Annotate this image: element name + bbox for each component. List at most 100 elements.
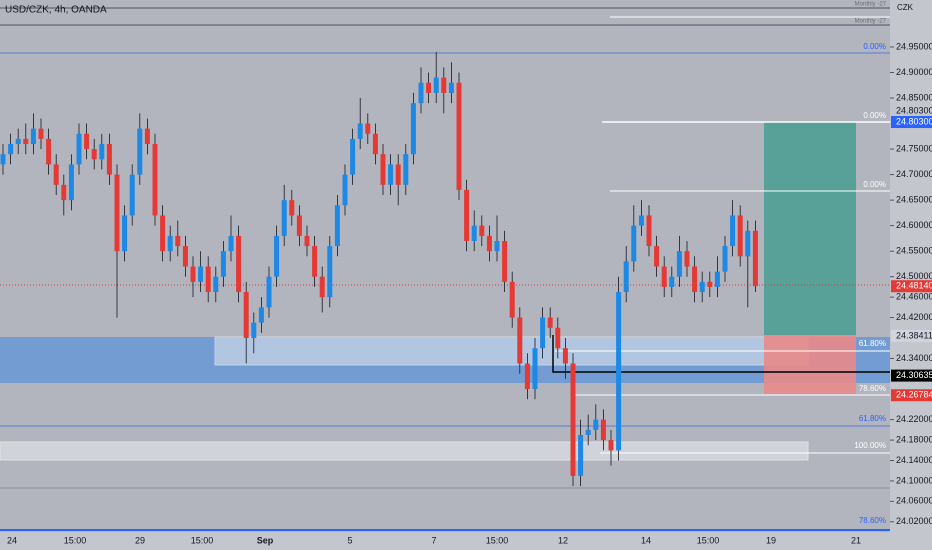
candle-body: [68, 164, 74, 201]
y-tick-label: 24.65000: [896, 195, 932, 205]
x-tick-label: 15:00: [64, 535, 87, 545]
target-zone: [764, 122, 856, 335]
candle-body: [464, 189, 470, 241]
fib-label: 61.80%: [859, 339, 886, 348]
fib-label: 78.60%: [859, 516, 886, 525]
time-axis: [0, 532, 890, 550]
x-tick-label: 15:00: [486, 535, 509, 545]
x-tick-label: 19: [766, 535, 776, 545]
candle-body: [106, 143, 112, 175]
candle-body: [129, 174, 135, 216]
candle-body: [38, 128, 44, 139]
candle-body: [327, 246, 333, 298]
zone: [0, 441, 809, 461]
y-tick-label: 24.42000: [896, 312, 932, 322]
candle-body: [76, 133, 82, 165]
candle-body: [334, 205, 340, 247]
candle-body: [502, 240, 508, 282]
y-tick-label: 24.95000: [896, 41, 932, 51]
y-tick-label: 24.75000: [896, 143, 932, 153]
candle-body: [547, 317, 553, 328]
candle-body: [228, 235, 234, 252]
fib-label: 61.80%: [859, 414, 886, 423]
candle-body: [236, 235, 242, 293]
candle-body: [258, 307, 264, 323]
candle-body: [486, 235, 492, 252]
y-tick-label: 24.02000: [896, 516, 932, 526]
candle-body: [122, 215, 128, 252]
price-label: 24.30635: [896, 370, 932, 380]
candle-body: [167, 235, 173, 252]
fib-label: 0.00%: [863, 42, 886, 51]
candle-body: [562, 348, 568, 364]
candle-body: [623, 261, 629, 293]
candle-body: [380, 154, 386, 185]
fib-label: 78.60%: [859, 384, 886, 393]
candle-body: [433, 77, 439, 93]
candle-body: [30, 128, 36, 144]
y-tick-label: 24.06000: [896, 496, 932, 506]
candle-body: [654, 246, 660, 267]
x-tick-label: 14: [641, 535, 651, 545]
candle-body: [296, 215, 302, 236]
candle-body: [114, 174, 120, 252]
x-tick-label: 21: [851, 535, 861, 545]
candle-body: [745, 230, 751, 257]
candle-body: [509, 281, 515, 318]
candle-body: [418, 82, 424, 104]
y-tick-label: 24.55000: [896, 246, 932, 256]
candle-body: [714, 271, 720, 287]
candle-body: [342, 174, 348, 206]
candle-body: [692, 266, 698, 293]
y-tick-label: 24.22000: [896, 414, 932, 424]
candle-body: [410, 103, 416, 155]
candle-body: [540, 317, 546, 349]
price-label-box: [891, 116, 932, 129]
candle-body: [388, 164, 394, 185]
candle-body: [395, 164, 401, 185]
candle-body: [61, 184, 67, 201]
candle-body: [91, 149, 97, 160]
x-tick-label: Sep: [257, 535, 274, 545]
y-tick-label: 24.10000: [896, 475, 932, 485]
candle-body: [578, 434, 584, 476]
candle-body: [319, 276, 325, 298]
x-tick-label: 5: [347, 535, 352, 545]
price-label-box: [891, 329, 932, 342]
candle-body: [190, 266, 196, 282]
symbol-title: USD/CZK, 4h, OANDA: [5, 5, 107, 16]
y-tick-label: 24.70000: [896, 169, 932, 179]
candle-body: [752, 230, 758, 287]
candle-body: [23, 138, 29, 144]
candle-body: [441, 77, 447, 93]
candle-body: [456, 82, 462, 190]
x-tick-label: 24: [7, 535, 17, 545]
x-tick-label: 15:00: [191, 535, 214, 545]
candle-body: [304, 235, 310, 247]
y-tick-label: 24.50000: [896, 271, 932, 281]
y-tick-label: 24.14000: [896, 455, 932, 465]
candle-body: [669, 276, 675, 287]
x-tick-label: 7: [431, 535, 436, 545]
currency: CZK: [897, 3, 914, 12]
candle-body: [0, 154, 6, 165]
candle-body: [350, 138, 356, 175]
candle-body: [426, 82, 432, 93]
candle-body: [722, 246, 728, 272]
fib-label: 0.00%: [863, 111, 886, 120]
fib-label: 0.00%: [863, 180, 886, 189]
price-label: 24.80300: [896, 116, 932, 126]
candle-body: [198, 266, 204, 282]
x-tick-label: 15:00: [697, 535, 720, 545]
candle-body: [676, 251, 682, 277]
candle-body: [266, 276, 272, 308]
note: Monthly -27: [855, 2, 887, 8]
candle-body: [661, 266, 667, 287]
y-tick-label: 24.34000: [896, 353, 932, 363]
candle-body: [600, 419, 606, 441]
fib-label: 100.00%: [854, 441, 886, 450]
candle-body: [137, 128, 143, 175]
candle-body: [175, 235, 181, 247]
candle-body: [479, 225, 485, 236]
